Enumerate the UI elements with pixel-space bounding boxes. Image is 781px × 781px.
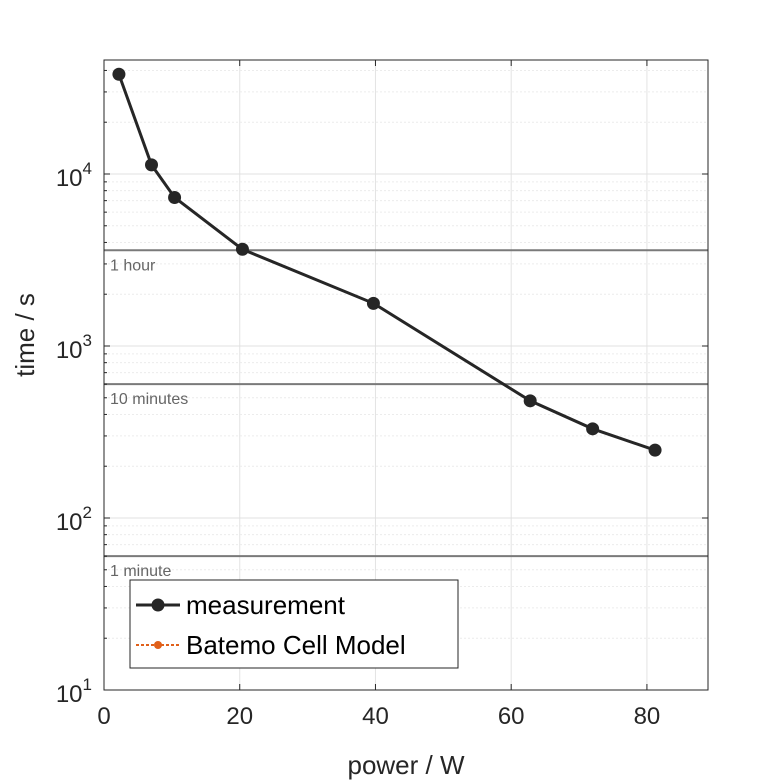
- series: [112, 67, 662, 457]
- reference-lines: 1 hour 10 minutes 1 minute: [104, 249, 708, 580]
- data-point: [366, 296, 380, 310]
- x-tick-label: 40: [362, 703, 389, 730]
- x-tick-label: 0: [97, 703, 110, 730]
- data-point: [523, 394, 537, 408]
- data-point: [145, 158, 159, 172]
- legend-marker: [151, 598, 165, 612]
- legend: measurement Batemo Cell Model: [129, 579, 459, 669]
- reference-line-label: 1 hour: [110, 257, 156, 274]
- legend-marker: [154, 641, 162, 649]
- x-tick-label: 60: [498, 703, 525, 730]
- plot-frame: [103, 59, 709, 691]
- legend-box: [129, 579, 459, 669]
- reference-line-label: 1 minute: [110, 563, 171, 580]
- y-tick-label: 103: [56, 331, 92, 364]
- data-point: [648, 443, 662, 457]
- x-tick-label: 80: [634, 703, 661, 730]
- legend-label: measurement: [186, 590, 346, 620]
- series-line-measurement: [117, 73, 656, 452]
- y-axis-label: time / s: [10, 293, 40, 377]
- data-point: [168, 191, 182, 205]
- y-tick-label: 101: [56, 675, 92, 708]
- data-point: [112, 67, 126, 81]
- y-tick-label: 102: [56, 503, 92, 536]
- y-tick-label: 104: [56, 159, 92, 192]
- x-tick-label: 20: [226, 703, 253, 730]
- x-axis-label: power / W: [347, 750, 464, 780]
- data-point: [235, 242, 249, 256]
- reference-line-label: 10 minutes: [110, 391, 188, 408]
- data-point: [586, 422, 600, 436]
- axis-ticks: 0 20 40 60 80 101 102 103 104: [56, 60, 708, 730]
- legend-label: Batemo Cell Model: [186, 630, 406, 660]
